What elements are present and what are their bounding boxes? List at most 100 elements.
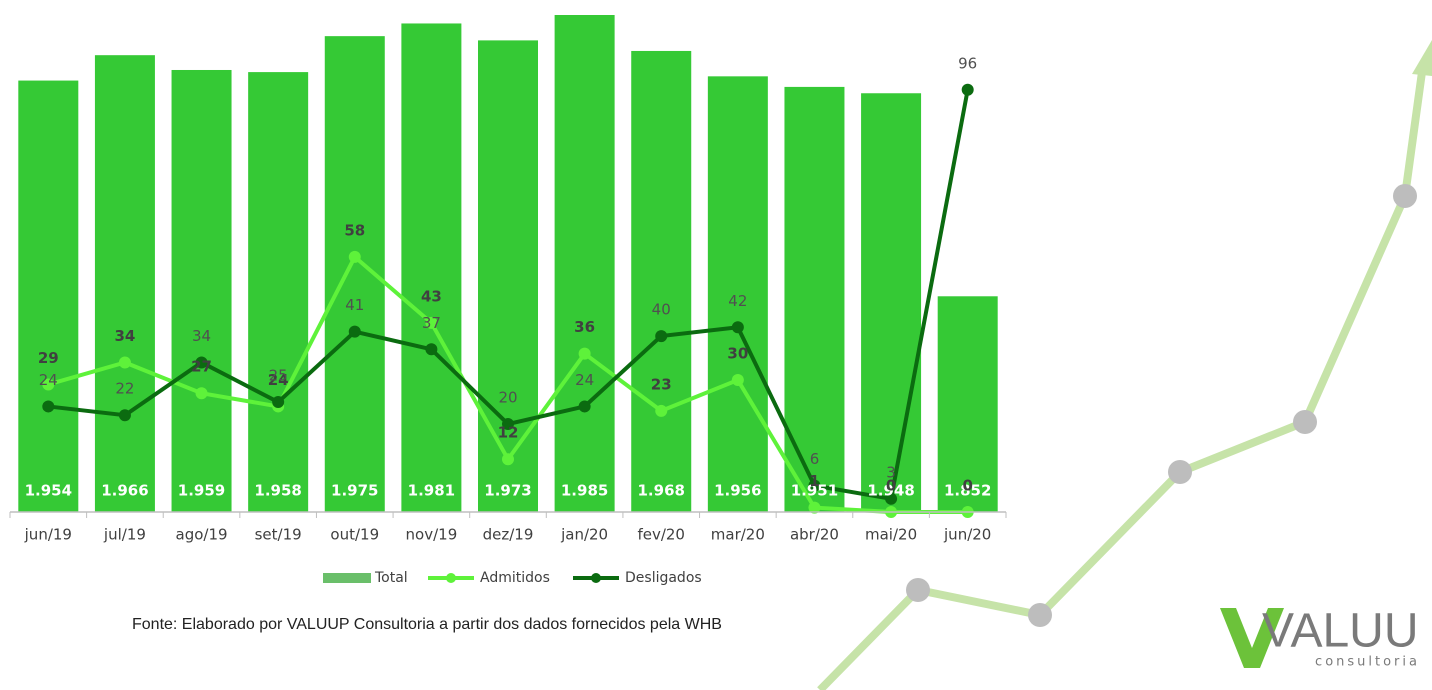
x-tick-label: fev/20 — [637, 526, 685, 544]
point-label: 24 — [575, 371, 594, 389]
bar-label: 1.852 — [944, 482, 991, 500]
bar — [248, 72, 309, 513]
point-label: 24 — [268, 371, 289, 389]
bar — [171, 69, 232, 512]
x-tick-label: jun/20 — [943, 526, 991, 544]
point — [961, 83, 974, 96]
point — [502, 453, 514, 466]
point — [808, 479, 821, 492]
point-label: 23 — [651, 375, 672, 393]
x-tick-label: jul/19 — [103, 526, 146, 544]
x-tick-label: dez/19 — [483, 526, 534, 544]
point — [42, 400, 55, 413]
background-decoration — [817, 40, 1432, 690]
bar-label: 1.968 — [638, 482, 685, 500]
bar-label: 1.954 — [25, 482, 72, 500]
logo-tagline: consultoria — [1315, 655, 1420, 670]
logo-name: VALUU — [1262, 605, 1419, 658]
x-tick-label: jun/19 — [24, 526, 72, 544]
point — [348, 250, 361, 263]
point — [578, 400, 591, 413]
bar-label: 1.956 — [714, 482, 761, 500]
plot — [18, 15, 998, 518]
legend-label: Total — [374, 570, 408, 586]
x-tick-label: out/19 — [330, 526, 379, 544]
point-label: 58 — [344, 221, 365, 239]
legend-swatch — [591, 573, 601, 583]
legend-label: Admitidos — [480, 570, 550, 586]
x-tick-label: jan/20 — [560, 526, 608, 544]
bar-label: 1.958 — [254, 482, 301, 500]
point — [272, 396, 285, 409]
bar-label: 1.966 — [101, 482, 148, 500]
point — [425, 343, 438, 356]
legend-swatch — [323, 573, 371, 583]
logo-v — [1220, 608, 1284, 668]
bar — [784, 86, 845, 513]
x-tick-label: mar/20 — [711, 526, 765, 544]
point-label: 0 — [962, 477, 972, 495]
point-label: 41 — [345, 296, 364, 314]
dot — [1028, 603, 1052, 627]
bar — [631, 50, 692, 513]
point — [731, 321, 744, 334]
point-label: 0 — [886, 477, 896, 495]
bar-label: 1.981 — [408, 482, 455, 500]
x-tick-label: mai/20 — [865, 526, 917, 544]
source-note: Fonte: Elaborado por VALUUP Consultoria … — [132, 616, 722, 633]
bar-label: 1.975 — [331, 482, 378, 500]
bar — [94, 55, 155, 512]
point — [42, 378, 55, 391]
x-tick-label: nov/19 — [406, 526, 458, 544]
bar-label: 1.959 — [178, 482, 225, 500]
dot — [906, 578, 930, 602]
point-label: 42 — [728, 292, 747, 310]
point-label: 3 — [886, 463, 896, 481]
x-tick-label: ago/19 — [176, 526, 228, 544]
point-label: 22 — [115, 380, 134, 398]
point — [655, 330, 668, 343]
point — [578, 347, 591, 360]
bar — [707, 76, 768, 513]
point — [655, 404, 668, 417]
dot — [1168, 460, 1192, 484]
point-label: 25 — [269, 367, 288, 385]
bar — [401, 23, 462, 513]
point-label: 27 — [191, 358, 212, 376]
point — [348, 325, 361, 338]
point-label: 96 — [958, 54, 977, 72]
point-label: 34 — [192, 327, 211, 345]
point — [425, 316, 438, 329]
point — [195, 387, 208, 400]
dot — [1293, 410, 1317, 434]
bar — [937, 296, 998, 512]
bar — [554, 15, 615, 512]
bar-label: 1.951 — [791, 482, 838, 500]
point-label: 20 — [498, 389, 517, 407]
point — [808, 501, 821, 514]
point — [118, 356, 131, 369]
legend-label: Desligados — [625, 570, 702, 586]
logo: VALUU consultoria — [1220, 605, 1420, 670]
point-label: 29 — [38, 349, 59, 367]
bar — [861, 93, 922, 512]
bar — [18, 80, 79, 512]
point — [195, 356, 208, 369]
point-label: 40 — [652, 301, 671, 319]
point-label: 43 — [421, 287, 442, 305]
arrow-head — [1412, 40, 1432, 76]
point — [731, 374, 744, 387]
x-tick-label: set/19 — [255, 526, 302, 544]
point-label: 34 — [114, 327, 135, 345]
point — [118, 409, 131, 422]
dot — [1393, 184, 1417, 208]
point-label: 37 — [422, 314, 441, 332]
bar-label: 1.973 — [484, 482, 531, 500]
point-label: 24 — [39, 371, 58, 389]
point-label: 1 — [809, 472, 819, 490]
point-label: 6 — [810, 450, 820, 468]
x-tick-label: abr/20 — [790, 526, 839, 544]
point-label: 36 — [574, 318, 595, 336]
